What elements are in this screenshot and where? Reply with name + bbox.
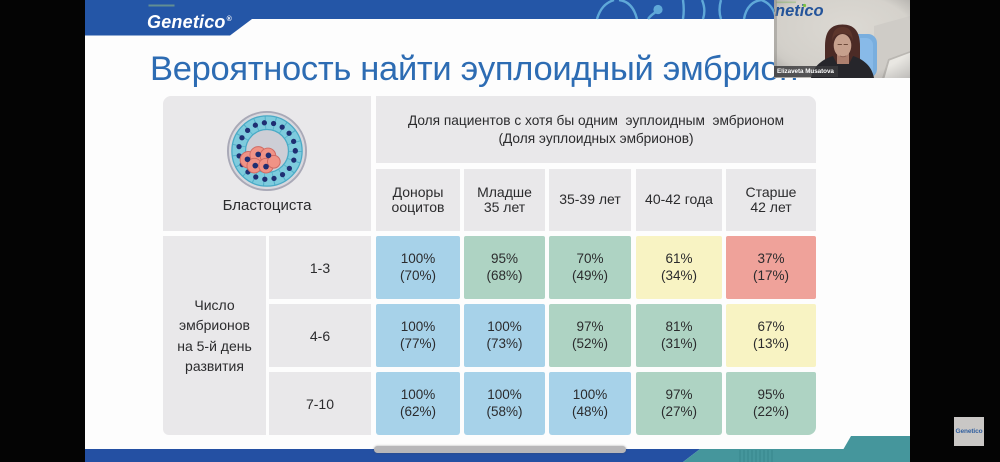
cell-sub: (22%)	[752, 403, 789, 419]
cell-value: 100%	[400, 319, 436, 334]
row-label-1-3: 1-3	[269, 236, 371, 299]
col-header-over42: Старше 42 лет	[726, 169, 816, 231]
cell-value: 61%	[665, 251, 693, 266]
cell-r1c1: 100% (70%)	[376, 236, 460, 299]
cell-r2c5: 67% (13%)	[726, 304, 816, 367]
blastocyst-icon	[226, 110, 308, 192]
merged-header-line1: Доля пациентов с хотя бы одним эуплоидны…	[407, 112, 785, 128]
cell-sub: (27%)	[660, 403, 697, 419]
table-merged-header: Доля пациентов с хотя бы одним эуплоидны…	[376, 96, 816, 163]
blastocyst-cell: Бластоциста	[163, 96, 371, 231]
row-group-label: Число эмбрионов на 5-й день развития	[163, 236, 266, 435]
cell-sub: (13%)	[752, 335, 789, 351]
cell-value: 97%	[576, 319, 604, 334]
merged-header-line2: (Доля эуплоидных эмбрионов)	[498, 130, 694, 146]
participant-name-tag: Elizaveta Musatova	[774, 65, 838, 77]
cell-r2c3: 97% (52%)	[549, 304, 631, 367]
cell-sub: (68%)	[486, 267, 523, 283]
slide-title: Вероятность найти эуплоидный эмбрион	[150, 50, 799, 88]
cell-r3c3: 100% (48%)	[549, 372, 631, 435]
cell-r3c2: 100% (58%)	[464, 372, 545, 435]
presentation-slide: Genetico® Вероятность найти эуплоидный э…	[85, 0, 910, 462]
cell-r2c1: 100% (77%)	[376, 304, 460, 367]
cell-r3c4: 97% (27%)	[636, 372, 722, 435]
channel-watermark: Genetico	[954, 417, 984, 446]
euploid-probability-table: Бластоциста Доля пациентов с хотя бы одн…	[163, 96, 816, 435]
cell-r3c1: 100% (62%)	[376, 372, 460, 435]
watermark-text: Genetico	[955, 428, 983, 435]
cell-r1c2: 95% (68%)	[464, 236, 545, 299]
cell-sub: (77%)	[399, 335, 436, 351]
cell-value: 95%	[490, 251, 519, 266]
col-header-donors: Доноры ооцитов	[376, 169, 460, 231]
cell-value: 100%	[572, 387, 608, 402]
webcam-video: Genetico El	[774, 0, 910, 78]
cell-sub: (17%)	[752, 267, 789, 283]
col-header-35-39: 35-39 лет	[549, 169, 631, 231]
branch-decoration	[595, 0, 778, 20]
progress-pill	[374, 446, 626, 453]
cell-r2c4: 81% (31%)	[636, 304, 722, 367]
footer-hatch	[739, 450, 773, 462]
cell-r1c4: 61% (34%)	[636, 236, 722, 299]
logo-tagline-mark	[148, 4, 175, 7]
icm-nuclei	[244, 151, 272, 170]
cell-value: 70%	[576, 251, 604, 266]
cell-r3c5: 95% (22%)	[726, 372, 816, 435]
participant-name: Elizaveta Musatova	[777, 67, 834, 75]
cell-value: 100%	[400, 251, 436, 266]
cell-value: 37%	[757, 251, 785, 266]
cell-sub: (31%)	[660, 335, 697, 351]
cell-value: 97%	[665, 387, 693, 402]
cell-r2c2: 100% (73%)	[464, 304, 545, 367]
cell-value: 100%	[487, 319, 522, 334]
blastocyst-label: Бластоциста	[222, 197, 312, 214]
cell-value: 100%	[487, 387, 522, 402]
cell-value: 81%	[665, 319, 693, 334]
cell-sub: (58%)	[486, 403, 523, 419]
cell-value: 100%	[400, 387, 436, 402]
cell-sub: (62%)	[399, 403, 436, 419]
cell-r1c3: 70% (49%)	[549, 236, 631, 299]
footer-teal-wedge	[836, 436, 910, 462]
cell-value: 95%	[757, 387, 785, 402]
row-label-4-6: 4-6	[269, 304, 371, 367]
cell-sub: (48%)	[571, 403, 608, 419]
cell-sub: (34%)	[660, 267, 697, 283]
logo-word: Genetico	[147, 11, 226, 32]
genetico-logo: Genetico®	[147, 9, 232, 33]
cell-value: 67%	[757, 319, 785, 334]
header-band	[85, 0, 910, 36]
webcam-scene: Genetico	[774, 0, 910, 78]
cell-sub: (73%)	[486, 335, 523, 351]
webcam-vignette	[774, 0, 910, 78]
cell-sub: (52%)	[571, 335, 608, 351]
cell-sub: (70%)	[399, 267, 436, 283]
col-header-under35: Младше 35 лет	[464, 169, 545, 231]
cell-r1c5: 37% (17%)	[726, 236, 816, 299]
cell-sub: (49%)	[571, 267, 608, 283]
row-label-7-10: 7-10	[269, 372, 371, 435]
col-header-40-42: 40-42 года	[636, 169, 722, 231]
logo-registered-mark: ®	[226, 15, 232, 23]
